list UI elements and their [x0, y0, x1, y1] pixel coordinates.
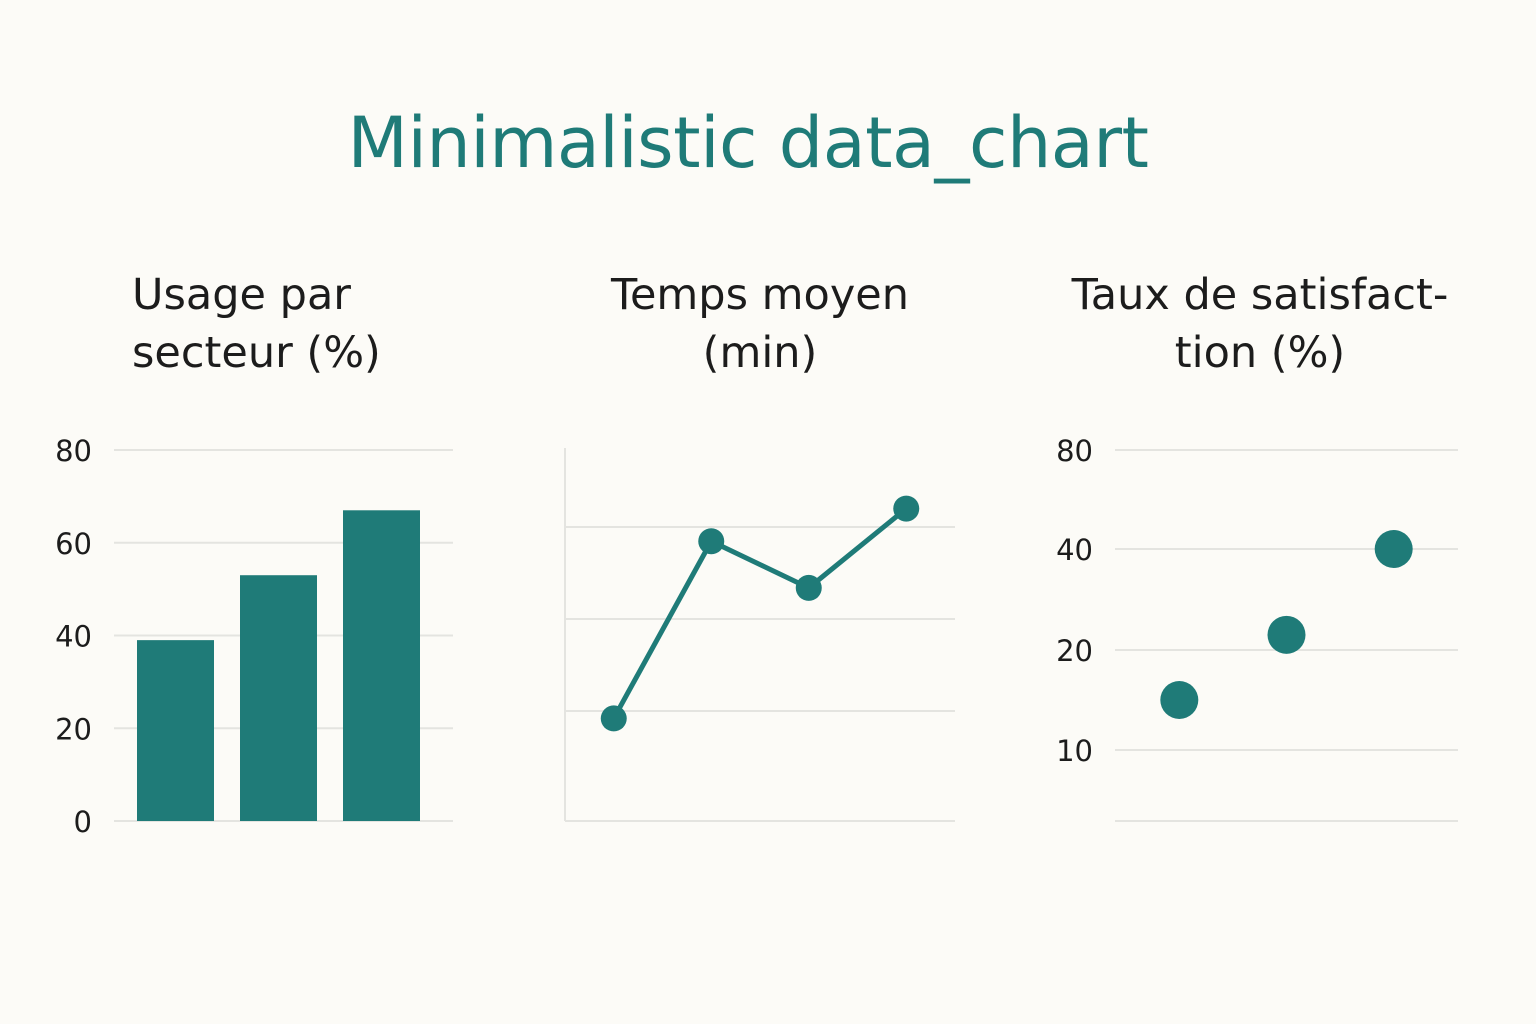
scatter-chart: 10 20 40 80 — [1056, 434, 1458, 822]
line-series — [611, 506, 908, 720]
scatter-y-tick-label: 80 — [1056, 434, 1093, 468]
page-title: Minimalistic data_chart — [347, 102, 1149, 184]
line-chart-title-line-2: (min) — [702, 328, 818, 378]
line-point — [600, 705, 627, 732]
bar — [240, 575, 317, 821]
bar-y-tick-label: 40 — [55, 620, 92, 654]
line-chart-title-line-1: Temps moyen — [610, 270, 910, 320]
bar-chart-title: Usage par secteur (%) — [132, 266, 472, 382]
scatter-y-tick-label: 10 — [1056, 734, 1093, 768]
line-chart-title: Temps moyen (min) — [560, 266, 960, 382]
line-point — [795, 574, 822, 601]
bar-chart-title-line-1: Usage par — [132, 270, 351, 320]
scatter-chart-title-line-1: Taux de satisfact- — [1071, 270, 1449, 320]
scatter-point — [1160, 681, 1199, 719]
line-point — [893, 495, 920, 522]
scatter-chart-title-line-2: tion (%) — [1174, 328, 1346, 378]
bar-y-tick-label: 60 — [55, 527, 92, 561]
scatter-point — [1374, 530, 1413, 568]
bar-chart-title-line-2: secteur (%) — [132, 328, 381, 378]
bar — [137, 640, 214, 821]
bar-y-tick-label: 80 — [55, 434, 92, 468]
bar-y-tick-label: 0 — [74, 805, 92, 839]
bar-y-tick-label: 20 — [55, 712, 92, 746]
line-chart — [564, 448, 955, 822]
scatter-y-tick-label: 20 — [1056, 634, 1093, 668]
bar-chart: 0 20 40 60 80 — [55, 434, 453, 839]
scatter-y-tick-label: 40 — [1056, 533, 1093, 567]
scatter-point — [1267, 615, 1306, 654]
line-point — [698, 528, 725, 555]
bar — [343, 510, 420, 821]
scatter-chart-title: Taux de satisfact- tion (%) — [1050, 266, 1470, 382]
